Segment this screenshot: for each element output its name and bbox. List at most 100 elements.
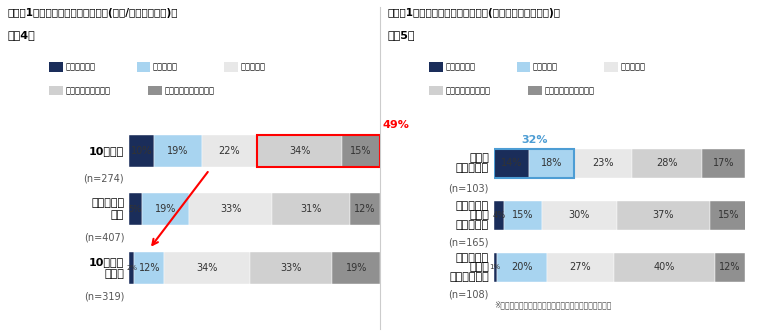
- Text: まったくできていない: まったくできていない: [544, 86, 594, 95]
- Bar: [504, 201, 542, 230]
- Text: 10割在宅: 10割在宅: [89, 146, 124, 156]
- Bar: [342, 134, 380, 167]
- Text: まったくできていない: まったくできていない: [164, 86, 214, 95]
- Bar: [494, 201, 504, 230]
- Text: ＜围5＞: ＜围5＞: [388, 30, 415, 40]
- Text: アウトドア派: アウトドア派: [449, 272, 489, 282]
- Text: ＜围4＞: ＜围4＞: [8, 30, 36, 40]
- Text: (n=274): (n=274): [84, 174, 124, 184]
- Bar: [494, 149, 529, 178]
- Text: ・通学: ・通学: [104, 269, 124, 279]
- Text: 23%: 23%: [592, 158, 614, 168]
- Text: (n=407): (n=407): [84, 233, 124, 243]
- Bar: [272, 193, 350, 225]
- Text: いえば: いえば: [469, 210, 489, 220]
- Bar: [202, 134, 257, 167]
- Text: かなりできた: かなりできた: [65, 63, 95, 72]
- Text: 40%: 40%: [654, 262, 675, 272]
- Bar: [129, 193, 141, 225]
- Text: 【この1年でのこころの余裕の変化(在宅/出社・通学別)】: 【この1年でのこころの余裕の変化(在宅/出社・通学別)】: [8, 8, 178, 18]
- Text: 31%: 31%: [300, 204, 321, 214]
- Text: インドア派: インドア派: [456, 164, 489, 173]
- Text: あまりできていない: あまりできていない: [65, 86, 110, 95]
- Text: 変わらない: 変わらない: [240, 63, 265, 72]
- Bar: [702, 149, 745, 178]
- Text: 12%: 12%: [354, 204, 375, 214]
- Bar: [710, 201, 747, 230]
- Text: いえば: いえば: [469, 262, 489, 272]
- Bar: [575, 149, 632, 178]
- Text: 33%: 33%: [220, 204, 242, 214]
- Text: 15%: 15%: [512, 210, 534, 220]
- Text: どちらかと: どちらかと: [456, 253, 489, 263]
- Text: 19%: 19%: [346, 263, 367, 273]
- Text: 5%: 5%: [129, 205, 142, 214]
- Text: 19%: 19%: [155, 204, 176, 214]
- Text: (n=108): (n=108): [448, 290, 489, 300]
- Bar: [632, 149, 702, 178]
- Text: 出社・通学: 出社・通学: [91, 199, 124, 209]
- Text: 22%: 22%: [219, 146, 240, 156]
- Bar: [164, 252, 249, 284]
- Text: ※「かなりアウトドア派」はサンプル少数のため非掲載: ※「かなりアウトドア派」はサンプル少数のため非掲載: [494, 300, 611, 309]
- Bar: [614, 253, 714, 282]
- Text: 12%: 12%: [138, 263, 160, 273]
- Text: (n=165): (n=165): [448, 238, 489, 248]
- Bar: [141, 193, 189, 225]
- Text: 37%: 37%: [653, 210, 674, 220]
- Bar: [154, 134, 202, 167]
- Text: 18%: 18%: [541, 158, 562, 168]
- Bar: [257, 134, 380, 167]
- Text: 【この1年でのこころの余裕の変化(もともとのタイプ別)】: 【この1年でのこころの余裕の変化(もともとのタイプ別)】: [388, 8, 561, 18]
- Text: 14%: 14%: [501, 158, 522, 168]
- Bar: [350, 193, 380, 225]
- Text: 34%: 34%: [289, 146, 310, 156]
- Text: 15%: 15%: [350, 146, 372, 156]
- Text: 30%: 30%: [568, 210, 590, 220]
- Text: 2%: 2%: [126, 265, 138, 271]
- Text: (n=319): (n=319): [84, 291, 124, 301]
- Bar: [617, 201, 710, 230]
- Text: 20%: 20%: [511, 262, 532, 272]
- Bar: [546, 253, 614, 282]
- Bar: [249, 252, 332, 284]
- Bar: [332, 252, 380, 284]
- Text: あまりできていない: あまりできていない: [445, 86, 490, 95]
- Text: 17%: 17%: [713, 158, 734, 168]
- Text: 27%: 27%: [570, 262, 591, 272]
- Text: 15%: 15%: [717, 210, 739, 220]
- Text: 34%: 34%: [196, 263, 217, 273]
- Text: 33%: 33%: [280, 263, 302, 273]
- Text: 12%: 12%: [719, 262, 740, 272]
- Text: 10割出社: 10割出社: [89, 257, 124, 267]
- Text: 10%: 10%: [131, 146, 153, 156]
- Bar: [714, 253, 745, 282]
- Bar: [494, 253, 496, 282]
- Text: インドア派: インドア派: [456, 220, 489, 230]
- Bar: [494, 149, 575, 178]
- Text: 変わらない: 変わらない: [620, 63, 645, 72]
- Text: (n=103): (n=103): [448, 184, 489, 194]
- Bar: [257, 134, 342, 167]
- Bar: [529, 149, 575, 178]
- Bar: [129, 252, 135, 284]
- Text: 19%: 19%: [167, 146, 188, 156]
- FancyBboxPatch shape: [413, 122, 484, 158]
- Bar: [189, 193, 272, 225]
- Text: ややできた: ややできた: [153, 63, 178, 72]
- Bar: [496, 253, 546, 282]
- Text: 32%: 32%: [521, 135, 547, 145]
- Text: かなり: かなり: [469, 153, 489, 163]
- Text: 大学生
ベース: 大学生 ベース: [439, 129, 458, 151]
- Text: 混在: 混在: [111, 210, 124, 220]
- Text: 28%: 28%: [657, 158, 678, 168]
- Bar: [129, 134, 154, 167]
- Text: ややできた: ややできた: [533, 63, 558, 72]
- Bar: [135, 252, 164, 284]
- Text: 4%: 4%: [492, 211, 505, 220]
- Text: 1%: 1%: [489, 264, 501, 270]
- Text: 49%: 49%: [382, 120, 410, 130]
- Text: かなりできた: かなりできた: [445, 63, 475, 72]
- Bar: [542, 201, 617, 230]
- Text: どちらかと: どちらかと: [456, 201, 489, 211]
